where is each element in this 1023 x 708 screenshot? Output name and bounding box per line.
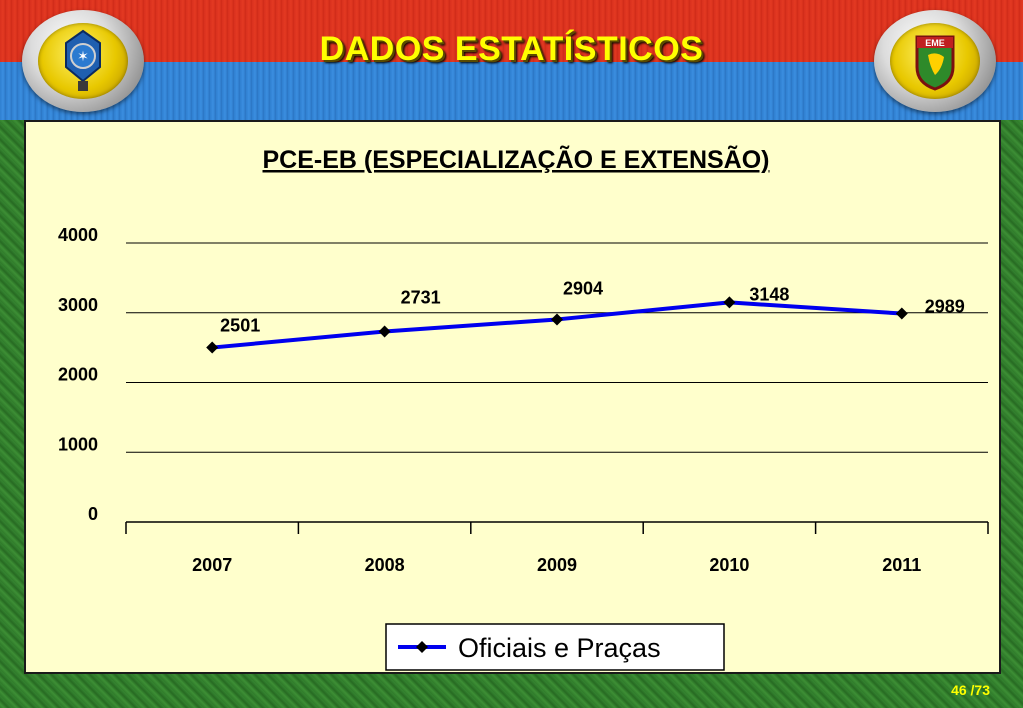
data-label: 2989 (925, 297, 965, 317)
eme-label: EME (925, 38, 945, 48)
data-point (895, 307, 908, 320)
data-label: 2731 (401, 288, 441, 308)
x-tick-label: 2008 (365, 555, 405, 575)
y-tick-label: 2000 (58, 365, 98, 385)
x-tick-label: 2007 (192, 555, 232, 575)
legend-marker (416, 641, 428, 653)
data-point (378, 325, 391, 338)
chart-panel: PCE-EB (ESPECIALIZAÇÃO E EXTENSÃO) 0 1000 2… (24, 120, 1001, 674)
legend-entry: Oficiais e Praças (458, 633, 661, 663)
data-point (551, 313, 563, 326)
y-tick-label: 3000 (58, 295, 98, 315)
x-tick-label: 2009 (537, 555, 577, 575)
x-tick-label: 2011 (882, 555, 921, 575)
data-label: 3148 (749, 284, 789, 304)
line-chart: PCE-EB (ESPECIALIZAÇÃO E EXTENSÃO) 0 1000 2… (58, 144, 989, 671)
svg-text:✶: ✶ (77, 49, 89, 65)
header-banner-red (0, 0, 1023, 62)
chart-title: PCE-EB (ESPECIALIZAÇÃO E EXTENSÃO) (263, 144, 770, 174)
y-tick-label: 1000 (58, 434, 98, 454)
page-number: 46 /73 (951, 682, 990, 698)
data-label: 2501 (220, 316, 260, 336)
data-point (723, 296, 736, 309)
army-emblem-icon: ✶ (22, 10, 144, 112)
header-banner-blue (0, 62, 1023, 120)
x-tick-label: 2010 (709, 555, 749, 575)
data-point (206, 341, 219, 354)
y-tick-label: 4000 (58, 225, 98, 245)
data-label: 2904 (563, 278, 603, 298)
y-tick-label: 0 (88, 504, 98, 524)
eme-emblem-icon: EME (874, 10, 996, 112)
page-title: DADOS ESTATÍSTICOS (319, 30, 704, 68)
